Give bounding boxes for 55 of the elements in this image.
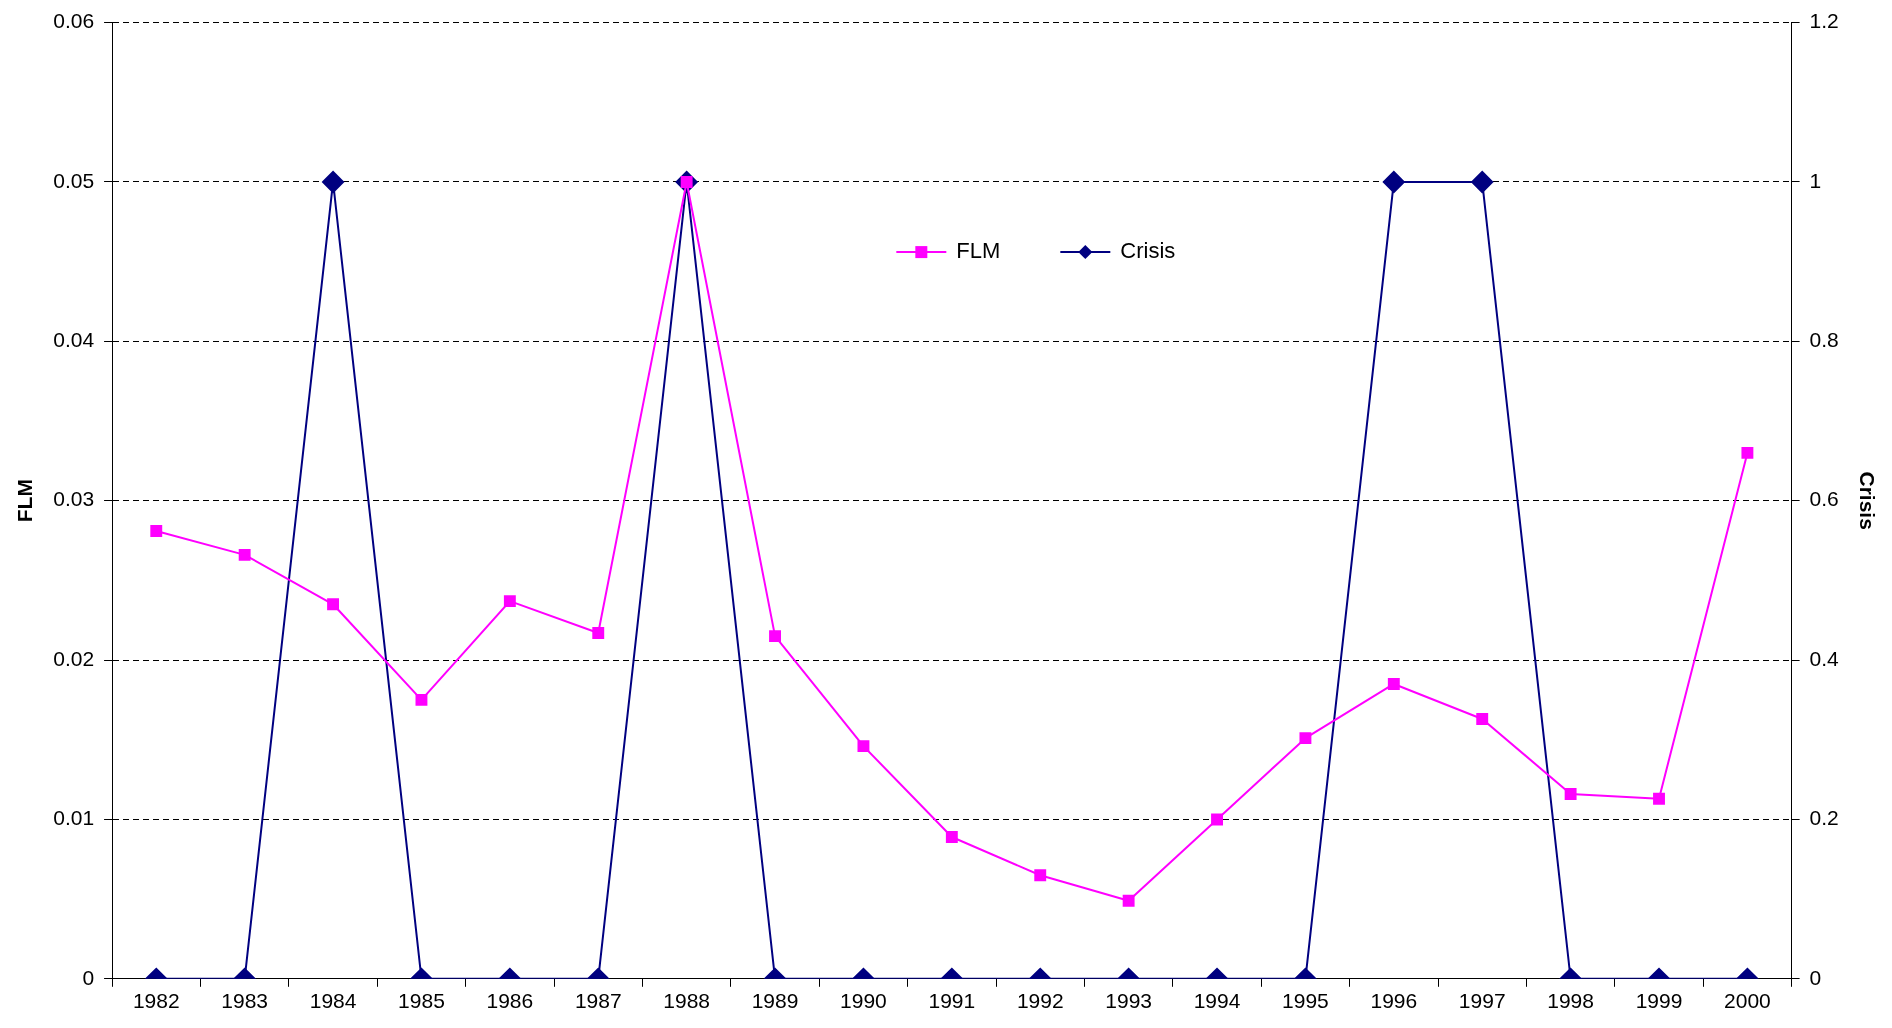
x-tick-label: 1984 — [309, 989, 357, 1013]
point — [769, 630, 781, 643]
y2-tick-label: 0.6 — [1809, 487, 1839, 511]
legend-label: FLM — [956, 238, 1001, 264]
x-tick-label: 1983 — [221, 989, 269, 1013]
y2-axis-title: Crisis — [1855, 471, 1879, 530]
y-axis-title: FLM — [13, 479, 37, 523]
y2-tick-label: 1.2 — [1809, 9, 1839, 33]
legend-label: Crisis — [1120, 238, 1176, 264]
y-tick-label: 0.03 — [53, 487, 95, 511]
x-tick-label: 1994 — [1193, 989, 1241, 1013]
point — [1034, 869, 1047, 882]
point — [1211, 813, 1223, 826]
y-tick-label: 0 — [82, 965, 95, 989]
x-tick-label: 1996 — [1370, 989, 1418, 1013]
x-tick-label: 1987 — [574, 989, 622, 1013]
point — [1387, 678, 1400, 690]
x-tick-label: 1988 — [663, 989, 711, 1013]
x-tick-label: 1997 — [1458, 989, 1506, 1013]
point — [945, 831, 958, 843]
x-tick-label: 1993 — [1105, 989, 1152, 1013]
y-tick-label: 0.04 — [53, 328, 95, 352]
point — [1476, 713, 1489, 725]
x-tick-label: 1998 — [1547, 989, 1594, 1013]
y-tick-label: 0.06 — [53, 9, 95, 33]
point — [150, 525, 163, 537]
point — [415, 693, 428, 706]
x-tick-label: 2000 — [1724, 989, 1771, 1013]
point — [238, 548, 251, 561]
x-tick-label: 1986 — [486, 989, 534, 1013]
point — [592, 627, 605, 639]
point — [327, 598, 340, 611]
x-tick-label: 1985 — [398, 989, 445, 1013]
x-tick-label: 1991 — [928, 989, 976, 1013]
point — [1122, 894, 1135, 907]
y2-tick-label: 0 — [1809, 965, 1822, 989]
point — [1741, 446, 1754, 459]
point — [1299, 732, 1312, 745]
point — [857, 740, 870, 753]
y2-tick-label: 0.4 — [1809, 646, 1840, 670]
y-tick-label: 0.02 — [53, 646, 95, 670]
y-tick-label: 0.01 — [53, 806, 95, 830]
x-tick-label: 1989 — [751, 989, 799, 1013]
point — [1564, 787, 1577, 800]
y2-tick-label: 0.2 — [1809, 806, 1839, 830]
y-tick-label: 0.05 — [53, 168, 95, 192]
x-tick-label: 1995 — [1282, 989, 1329, 1013]
x-tick-label: 1982 — [132, 989, 180, 1013]
point — [1653, 792, 1665, 805]
x-tick-label: 1999 — [1635, 989, 1683, 1013]
y2-tick-label: 1 — [1809, 168, 1822, 192]
y2-tick-label: 0.8 — [1809, 328, 1839, 352]
point — [503, 595, 516, 608]
x-tick-label: 1992 — [1016, 989, 1064, 1013]
x-tick-label: 1990 — [840, 989, 887, 1013]
